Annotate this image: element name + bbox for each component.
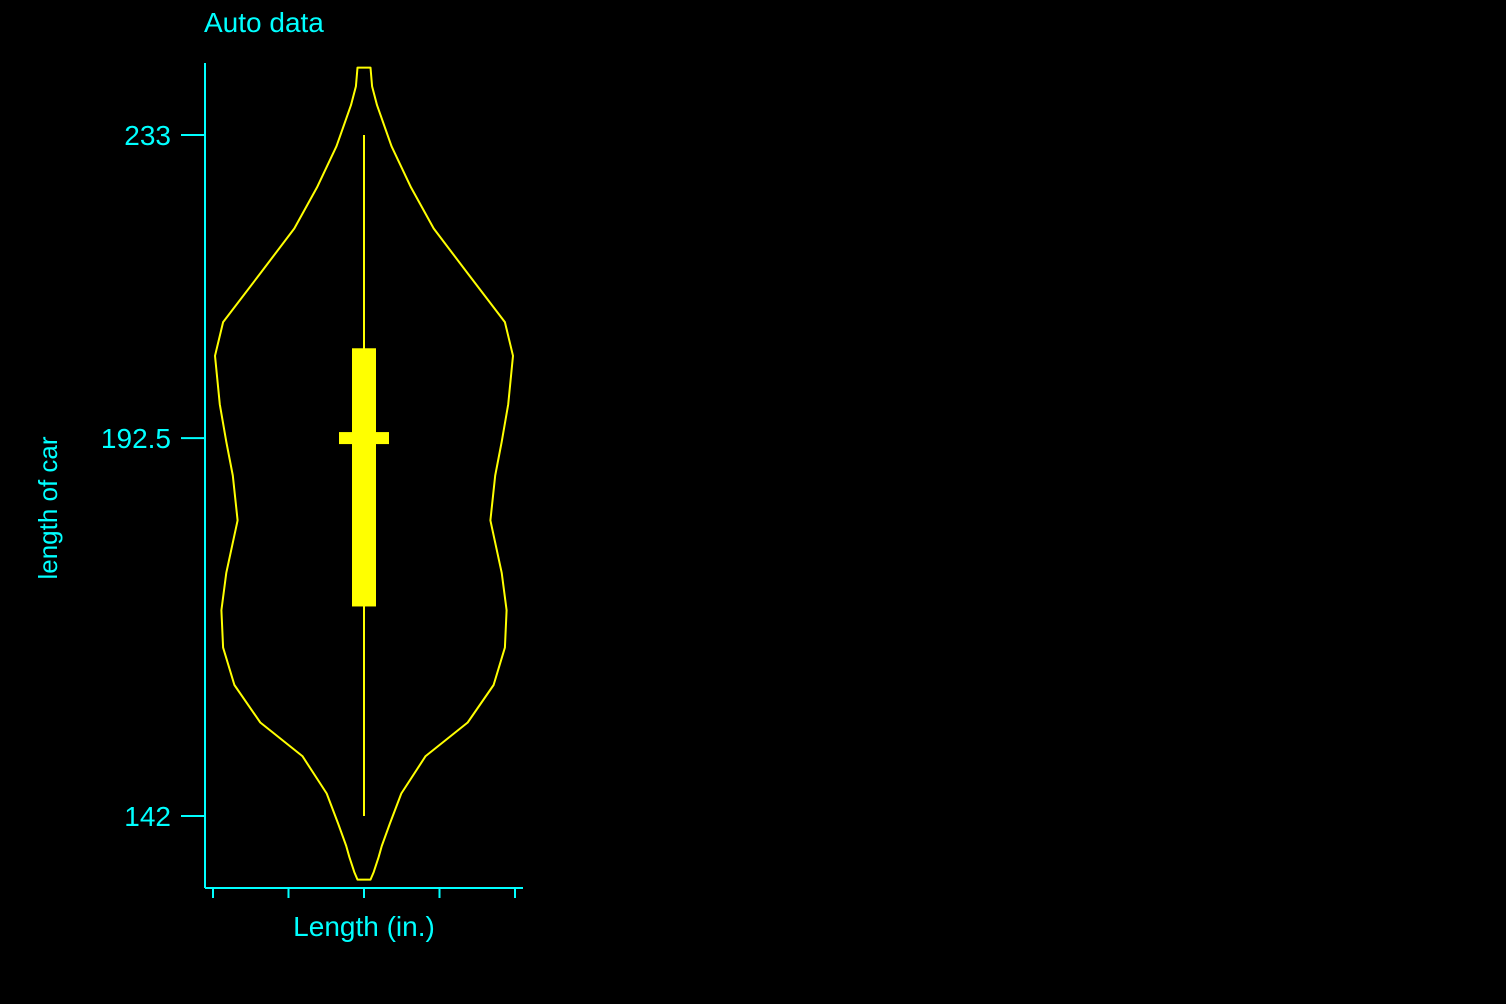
y-tick-label: 233 [124,120,171,151]
chart-title: Auto data [204,7,324,38]
violin-group [214,66,514,881]
y-tick-label: 142 [124,801,171,832]
y-tick-label: 192.5 [101,423,171,454]
x-axis-label: Length (in.) [293,911,435,942]
median-marker [339,432,389,445]
violin-outline [214,66,514,881]
axes: 142 192.5 233 [101,63,523,898]
iqr-box [352,348,376,607]
y-axis-label: length of car [33,436,63,579]
